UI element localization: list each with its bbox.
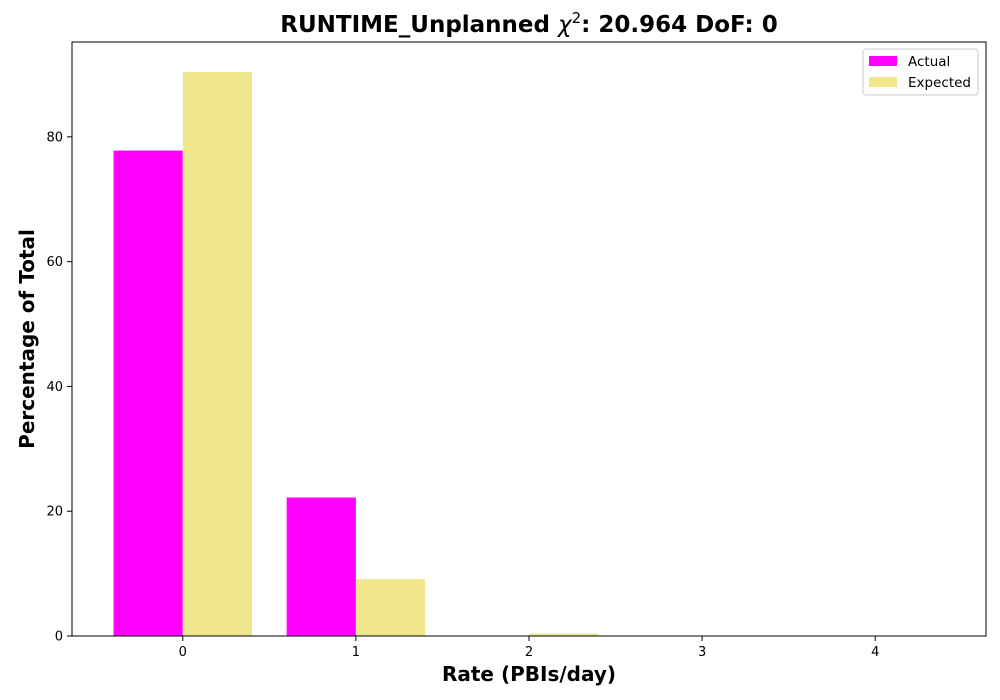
legend-swatch-actual <box>869 56 897 66</box>
bars-layer <box>113 71 772 636</box>
y-tick-label: 40 <box>46 380 63 395</box>
x-tick-label: 2 <box>525 645 533 660</box>
legend-label-expected: Expected <box>908 75 971 91</box>
bar-expected-2 <box>529 633 599 636</box>
x-tick-label: 0 <box>179 645 187 660</box>
legend-label-actual: Actual <box>908 54 950 70</box>
bar-actual-1 <box>286 497 356 636</box>
x-tick-label: 4 <box>871 645 879 660</box>
y-tick-label: 0 <box>55 630 63 645</box>
legend: Actual Expected <box>862 48 979 96</box>
chart-title-chi: χ <box>556 12 573 38</box>
legend-swatch-expected <box>869 77 897 87</box>
y-axis-label: Percentage of Total <box>15 229 39 449</box>
chart-title-sup: 2 <box>572 9 582 27</box>
chart-title: RUNTIME_Unplanned χ2: 20.964 DoF: 0 <box>280 9 777 38</box>
plot-frame <box>71 41 987 637</box>
y-tick-label: 20 <box>46 505 63 520</box>
bar-actual-0 <box>113 150 183 636</box>
bar-expected-1 <box>355 579 426 636</box>
y-tick-label: 60 <box>46 255 63 270</box>
chart-title-prefix: RUNTIME_Unplanned <box>280 12 558 38</box>
y-tick-label: 80 <box>46 130 63 145</box>
x-tick-label: 1 <box>352 645 360 660</box>
chart-title-suffix: : 20.964 DoF: 0 <box>581 12 778 38</box>
x-tick-label: 3 <box>698 645 706 660</box>
x-axis-label: Rate (PBIs/day) <box>442 662 616 686</box>
bar-expected-0 <box>182 71 253 636</box>
